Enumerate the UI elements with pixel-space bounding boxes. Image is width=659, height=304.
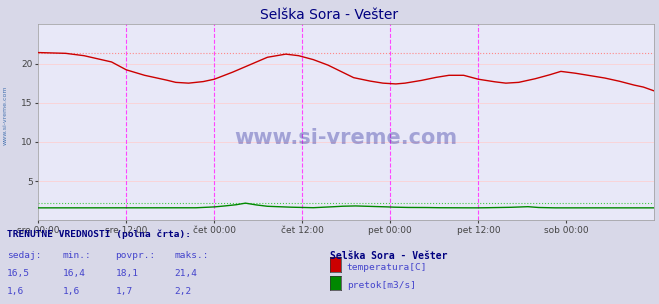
Text: 1,7: 1,7 xyxy=(115,287,132,296)
Text: 1,6: 1,6 xyxy=(7,287,24,296)
Text: sedaj:: sedaj: xyxy=(7,251,41,260)
Text: 16,4: 16,4 xyxy=(63,269,86,278)
Text: www.si-vreme.com: www.si-vreme.com xyxy=(3,86,8,145)
Text: www.si-vreme.com: www.si-vreme.com xyxy=(235,128,458,148)
Text: maks.:: maks.: xyxy=(175,251,209,260)
Text: 2,2: 2,2 xyxy=(175,287,192,296)
Text: temperatura[C]: temperatura[C] xyxy=(347,263,427,272)
Text: Selška Sora - Vešter: Selška Sora - Vešter xyxy=(260,8,399,22)
Text: 18,1: 18,1 xyxy=(115,269,138,278)
Text: TRENUTNE VREDNOSTI (polna črta):: TRENUTNE VREDNOSTI (polna črta): xyxy=(7,230,190,239)
Text: 16,5: 16,5 xyxy=(7,269,30,278)
Text: povpr.:: povpr.: xyxy=(115,251,156,260)
Text: 1,6: 1,6 xyxy=(63,287,80,296)
Text: pretok[m3/s]: pretok[m3/s] xyxy=(347,281,416,290)
Text: min.:: min.: xyxy=(63,251,92,260)
Text: Selška Sora - Vešter: Selška Sora - Vešter xyxy=(330,251,447,261)
Text: 21,4: 21,4 xyxy=(175,269,198,278)
